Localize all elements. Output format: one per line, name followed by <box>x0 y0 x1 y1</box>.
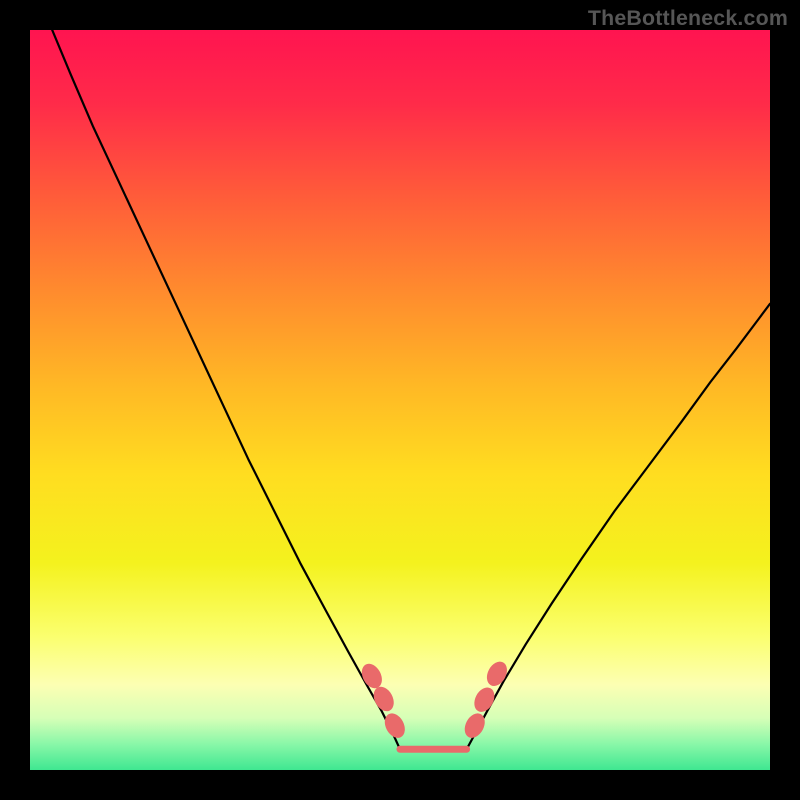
bottleneck-curve-right <box>467 304 770 749</box>
marker-dot <box>381 710 409 741</box>
watermark-text: TheBottleneck.com <box>588 6 788 31</box>
markers-right-group <box>461 658 511 741</box>
plot-area <box>30 30 770 770</box>
markers-left-group <box>358 660 409 741</box>
curve-overlay <box>30 30 770 770</box>
bottleneck-curve-left <box>52 30 400 749</box>
chart-frame: TheBottleneck.com <box>0 0 800 800</box>
